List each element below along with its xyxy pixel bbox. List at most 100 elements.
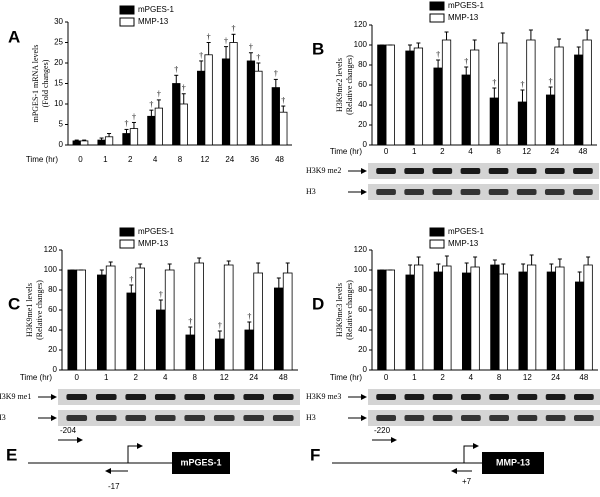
significance-mark: † xyxy=(129,275,133,284)
bar xyxy=(204,54,213,146)
bar xyxy=(470,49,480,146)
bar xyxy=(273,287,284,371)
significance-mark: † xyxy=(256,53,260,62)
tss-arrow xyxy=(127,443,143,463)
y-axis-label: H3K9me3 levels xyxy=(335,283,344,337)
y-tick-label: 80 xyxy=(358,285,367,294)
bar xyxy=(385,44,395,146)
x-tick-label: 1 xyxy=(412,373,417,382)
y-tick-label: 0 xyxy=(363,140,368,149)
blot-band xyxy=(272,394,294,400)
y-tick-label: 100 xyxy=(354,265,368,274)
blot-band xyxy=(376,394,397,400)
bar xyxy=(223,264,234,371)
legend-swatch xyxy=(429,227,445,237)
blot-band xyxy=(184,394,206,400)
y-tick-label: 20 xyxy=(54,58,63,67)
significance-mark: † xyxy=(199,51,203,60)
blot-band xyxy=(489,415,510,421)
bar xyxy=(282,272,293,371)
blot-strip xyxy=(368,184,599,200)
promoter-diagram-f: F MMP-13 -220 +7 xyxy=(310,426,544,486)
blot-band xyxy=(573,189,593,195)
y-tick-label: 60 xyxy=(358,80,367,89)
x-tick-label: 4 xyxy=(163,373,168,382)
bar xyxy=(164,269,175,371)
bar xyxy=(489,97,499,146)
blot-label: H3K9 me2 xyxy=(306,166,341,175)
blot-band xyxy=(432,415,453,421)
significance-mark: † xyxy=(492,78,496,87)
bar xyxy=(155,309,166,371)
legend-swatch xyxy=(429,1,445,11)
bar xyxy=(433,271,444,371)
gene-box xyxy=(482,452,544,474)
bar xyxy=(546,271,557,371)
bar xyxy=(97,139,106,146)
blot-band xyxy=(489,394,510,400)
y-tick-label: 100 xyxy=(44,265,58,274)
bar xyxy=(405,50,415,146)
bar xyxy=(72,140,81,146)
blot-strip xyxy=(58,410,300,426)
blot-band xyxy=(544,189,565,195)
panel-letter: B xyxy=(312,39,324,58)
bar xyxy=(254,70,263,146)
legend-swatch xyxy=(429,13,445,23)
significance-mark: † xyxy=(224,36,228,45)
bar xyxy=(554,46,564,146)
significance-mark: † xyxy=(174,65,178,74)
blot-band xyxy=(66,394,88,400)
bar xyxy=(385,269,396,371)
y-tick-label: 80 xyxy=(48,285,57,294)
bar xyxy=(244,329,255,371)
legend-label: MMP-13 xyxy=(138,239,169,248)
bar xyxy=(129,128,139,146)
bar xyxy=(517,101,528,146)
significance-mark: † xyxy=(520,80,524,89)
blot-band xyxy=(125,415,147,421)
panel-letter: A xyxy=(8,27,20,46)
bar xyxy=(154,107,163,146)
legend-swatch xyxy=(429,239,445,249)
significance-mark: † xyxy=(157,90,161,99)
legend-swatch xyxy=(119,227,135,237)
significance-mark: † xyxy=(188,317,192,326)
legend-label: MMP-13 xyxy=(448,13,479,22)
blot-band xyxy=(154,394,176,400)
blot-band xyxy=(404,415,425,421)
bar xyxy=(433,67,443,146)
promoter-diagram-e: E mPGES-1 -204 -17 xyxy=(6,426,230,491)
x-tick-label: 8 xyxy=(496,147,501,156)
y-axis-label: (Relative changes) xyxy=(345,55,354,115)
y-tick-label: 120 xyxy=(44,245,58,254)
blot-band xyxy=(213,415,235,421)
panel-letter: C xyxy=(8,294,20,313)
tss-arrow xyxy=(463,443,479,463)
blot-band xyxy=(432,189,453,195)
blot-strip xyxy=(368,163,599,179)
x-tick-label: 2 xyxy=(134,373,139,382)
x-tick-label: 12 xyxy=(220,373,229,382)
bar xyxy=(498,273,509,371)
blot-band xyxy=(460,415,481,421)
bar xyxy=(279,111,288,146)
blot-band xyxy=(573,394,594,400)
significance-mark: † xyxy=(436,50,440,59)
y-tick-label: 80 xyxy=(358,60,367,69)
x-tick-label: 12 xyxy=(523,373,532,382)
significance-mark: † xyxy=(247,312,251,321)
significance-mark: † xyxy=(132,112,136,121)
blot-band xyxy=(460,394,481,400)
significance-mark: † xyxy=(249,43,253,52)
bar xyxy=(105,265,116,371)
primer-label: -220 xyxy=(374,426,391,435)
y-tick-label: 120 xyxy=(354,245,368,254)
blot-band xyxy=(376,415,397,421)
y-tick-label: 0 xyxy=(363,365,368,374)
legend-swatch xyxy=(119,17,135,27)
x-tick-label: 48 xyxy=(579,373,588,382)
bar xyxy=(377,44,387,146)
blot-band xyxy=(432,168,453,174)
bar xyxy=(583,264,593,371)
